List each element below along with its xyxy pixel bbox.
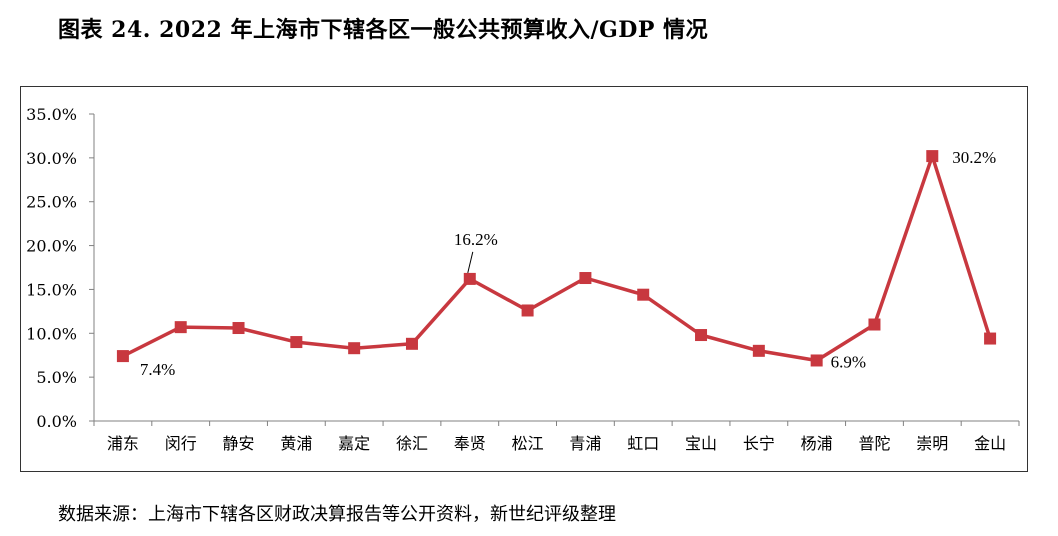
series-line <box>122 154 992 363</box>
x-tick-label: 杨浦 <box>801 434 833 453</box>
data-point-marker <box>984 332 997 345</box>
x-tick-label: 黄浦 <box>280 434 312 453</box>
data-point-marker <box>637 288 650 301</box>
data-point-marker <box>695 329 708 342</box>
data-label: 7.4% <box>140 360 175 379</box>
data-point-marker <box>232 322 245 335</box>
y-tick-label: 35.0% <box>26 105 77 124</box>
x-tick-label: 静安 <box>223 434 255 453</box>
y-tick-label: 20.0% <box>26 237 77 256</box>
data-point-marker <box>926 150 939 163</box>
x-tick-label: 宝山 <box>685 434 717 453</box>
y-tick-label: 5.0% <box>36 368 77 387</box>
data-point-marker <box>463 272 476 285</box>
data-point-marker <box>348 342 361 355</box>
x-tick-label: 崇明 <box>916 434 948 453</box>
x-tick-label: 普陀 <box>858 434 890 453</box>
data-point-marker <box>868 318 881 331</box>
y-tick-label: 30.0% <box>26 149 77 168</box>
x-tick-label: 松江 <box>512 434 544 453</box>
x-tick-label: 虹口 <box>627 434 659 453</box>
line-chart: 0.0% 5.0% 10.0% 15.0% 20.0% 25.0% 30.0% 35.0% 浦东… <box>26 105 1020 453</box>
data-point-marker <box>116 350 129 363</box>
x-tick-label: 奉贤 <box>454 434 486 453</box>
data-point-marker <box>174 321 187 334</box>
data-point-marker <box>405 337 418 350</box>
data-point-marker <box>521 304 534 317</box>
data-label: 16.2% <box>454 230 498 249</box>
x-tick-label: 徐汇 <box>396 434 428 453</box>
x-tick-label: 浦东 <box>107 434 139 453</box>
figure-title: 图表 24. 2022 年上海市下辖各区一般公共预算收入/GDP 情况 <box>58 17 709 43</box>
x-tick-label: 长宁 <box>743 434 775 453</box>
data-label: 6.9% <box>831 352 866 371</box>
data-point-marker <box>290 336 303 349</box>
x-tick-label: 青浦 <box>569 434 601 453</box>
x-tick-label: 金山 <box>974 434 1006 453</box>
data-label: 30.2% <box>952 148 996 167</box>
data-source-note: 数据来源：上海市下辖各区财政决算报告等公开资料，新世纪评级整理 <box>58 504 616 525</box>
x-tick-label: 闵行 <box>165 434 197 453</box>
y-tick-label: 25.0% <box>26 193 77 212</box>
data-point-marker <box>752 344 765 357</box>
y-tick-label: 0.0% <box>36 412 77 431</box>
y-tick-label: 15.0% <box>26 280 77 299</box>
data-point-marker <box>579 272 592 285</box>
data-label-leader <box>467 251 474 274</box>
data-point-marker <box>810 354 823 367</box>
y-tick-label: 10.0% <box>26 324 77 343</box>
x-tick-label: 嘉定 <box>338 434 370 453</box>
chart-area: 0.0% 5.0% 10.0% 15.0% 20.0% 25.0% 30.0% 35.0% 浦东… <box>20 86 1028 472</box>
